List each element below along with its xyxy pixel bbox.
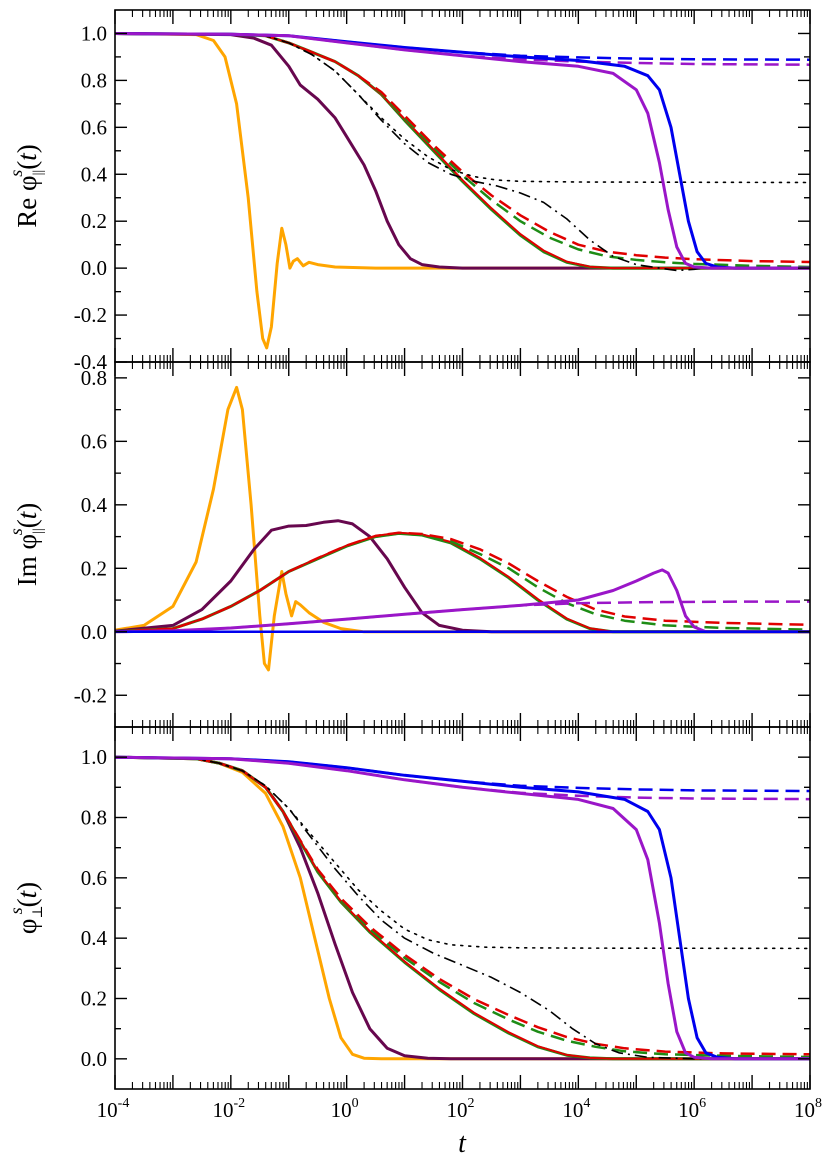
ytick-label-im: 0.6 (81, 429, 107, 453)
ytick-label-im: 0.0 (81, 620, 107, 644)
xtick-label: 10-2 (212, 1096, 245, 1122)
series-perp-green-solid (115, 755, 810, 1061)
panel-re-series (115, 32, 810, 350)
ylabel-perp: φ⊥s(t) (6, 882, 46, 934)
tick-marks (114, 10, 811, 1089)
axis-labels: -0.4 -0.2 0.0 0.2 0.4 0.6 0.8 1.0 Re φ||s(t) -0.2… (6, 21, 822, 1159)
series-perp-orange (115, 755, 810, 1061)
ytick-label-perp: 0.2 (81, 987, 107, 1011)
xtick-label: 106 (678, 1096, 706, 1122)
ytick-label-re: -0.4 (74, 350, 108, 374)
ytick-label-re: 0.4 (81, 162, 108, 186)
series-re-purple-solid (115, 32, 810, 270)
series-re-green-dash (115, 32, 810, 269)
series-re-maroon (115, 32, 810, 270)
series-re-blue-dash (115, 32, 810, 61)
series-re-red-dash (115, 32, 810, 264)
series-perp-black-dashdot (115, 756, 810, 1060)
series-re-red-solid (115, 32, 810, 270)
ytick-label-perp: 0.0 (81, 1047, 107, 1071)
series-perp-maroon (115, 755, 810, 1061)
plot-area (115, 32, 810, 1061)
series-im-red-dash (115, 531, 810, 633)
panel-perp-series (115, 755, 810, 1061)
ylabel-re: Re φ||s(t) (6, 144, 46, 227)
xtick-label: 10-4 (97, 1096, 130, 1122)
series-re-orange (115, 32, 810, 350)
xtick-label: 104 (562, 1096, 590, 1122)
ytick-label-im: -0.2 (74, 683, 107, 707)
ytick-label-perp: 1.0 (81, 745, 107, 769)
series-perp-red-solid (115, 756, 810, 1060)
ytick-label-im: 0.2 (81, 556, 107, 580)
series-re-green-solid (115, 32, 810, 270)
ytick-label-re: 1.0 (81, 21, 107, 45)
panel-im-series (115, 385, 810, 672)
series-perp-blue-solid (115, 755, 810, 1061)
series-re-purple-dash (115, 32, 810, 66)
series-perp-blue-dash (115, 755, 810, 793)
series-im-orange (115, 385, 810, 672)
series-re-black-dashdot (115, 32, 810, 272)
panel-re-frame (114, 9, 811, 363)
ylabel-im: Im φ||s(t) (6, 503, 46, 586)
ytick-label-re: 0.6 (81, 115, 107, 139)
series-perp-purple-solid (115, 755, 810, 1061)
ytick-label-im: 0.8 (81, 366, 107, 390)
xtick-label: 100 (331, 1096, 359, 1122)
ytick-label-re: 0.0 (81, 256, 107, 280)
series-im-purple-solid (115, 568, 810, 634)
xtick-label: 102 (447, 1096, 475, 1122)
ytick-label-perp: 0.4 (81, 926, 108, 950)
xtick-label: 108 (794, 1096, 822, 1122)
ytick-label-im: 0.4 (81, 493, 108, 517)
series-re-black-dotted (115, 32, 810, 184)
series-im-maroon (115, 519, 810, 634)
ytick-label-re: -0.2 (74, 303, 107, 327)
ytick-label-perp: 0.8 (81, 806, 107, 830)
ytick-label-re: 0.8 (81, 68, 107, 92)
series-perp-red-dash (115, 755, 810, 1056)
ytick-label-re: 0.2 (81, 209, 107, 233)
xlabel: t (458, 1128, 467, 1159)
ytick-label-perp: 0.6 (81, 866, 107, 890)
series-perp-green-dash (115, 755, 810, 1059)
series-re-blue-solid (115, 32, 810, 270)
series-perp-black-dotted (115, 756, 810, 950)
